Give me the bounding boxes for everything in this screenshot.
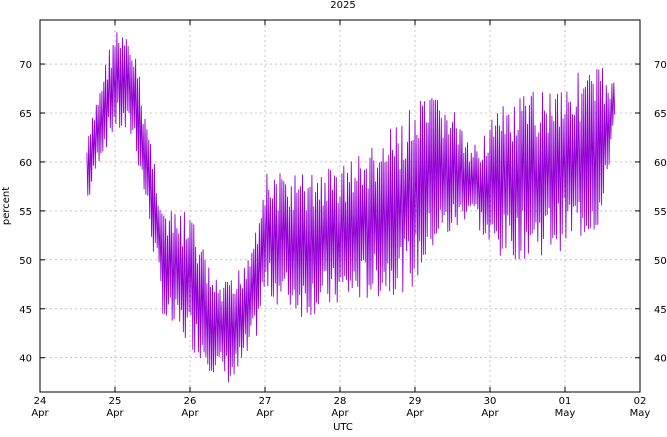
y-tick-label-right: 45: [654, 305, 667, 316]
x-tick-label-day: 26: [184, 396, 197, 407]
y-tick-label-left: 50: [19, 256, 32, 267]
y-tick-label-left: 55: [19, 207, 32, 218]
x-tick-label-day: 28: [334, 396, 347, 407]
y-tick-label-right: 50: [654, 256, 667, 267]
y-tick-label-left: 65: [19, 109, 32, 120]
x-axis-label: UTC: [333, 422, 353, 432]
x-tick-label-month: Apr: [31, 408, 49, 419]
series-humidity: [86, 32, 616, 383]
x-tick-label-month: Apr: [331, 408, 349, 419]
y-tick-label-right: 60: [654, 158, 667, 169]
x-tick-label-day: 02: [634, 396, 647, 407]
y-tick-label-right: 40: [654, 354, 667, 365]
x-tick-label-month: Apr: [406, 408, 424, 419]
y-tick-label-right: 65: [654, 109, 667, 120]
x-tick-label-day: 01: [559, 396, 572, 407]
x-tick-label-month: Apr: [481, 408, 499, 419]
x-tick-label-day: 30: [484, 396, 497, 407]
y-tick-label-left: 40: [19, 354, 32, 365]
x-tick-label-month: May: [630, 408, 651, 419]
x-tick-label-month: May: [555, 408, 576, 419]
y-axis-label: percent: [1, 187, 12, 225]
series-line: [86, 32, 616, 383]
y-tick-label-left: 45: [19, 305, 32, 316]
x-tick-label-day: 25: [109, 396, 122, 407]
x-tick-label-day: 24: [34, 396, 47, 407]
x-tick-label-month: Apr: [181, 408, 199, 419]
chart-title: 2025: [330, 0, 355, 11]
y-tick-label-left: 70: [19, 60, 32, 71]
y-tick-label-right: 70: [654, 60, 667, 71]
x-tick-label-day: 27: [259, 396, 272, 407]
x-tick-label-month: Apr: [256, 408, 274, 419]
x-tick-label-month: Apr: [106, 408, 124, 419]
y-tick-label-right: 55: [654, 207, 667, 218]
y-tick-label-left: 60: [19, 158, 32, 169]
x-tick-label-day: 29: [409, 396, 422, 407]
ticks: [39, 20, 641, 392]
